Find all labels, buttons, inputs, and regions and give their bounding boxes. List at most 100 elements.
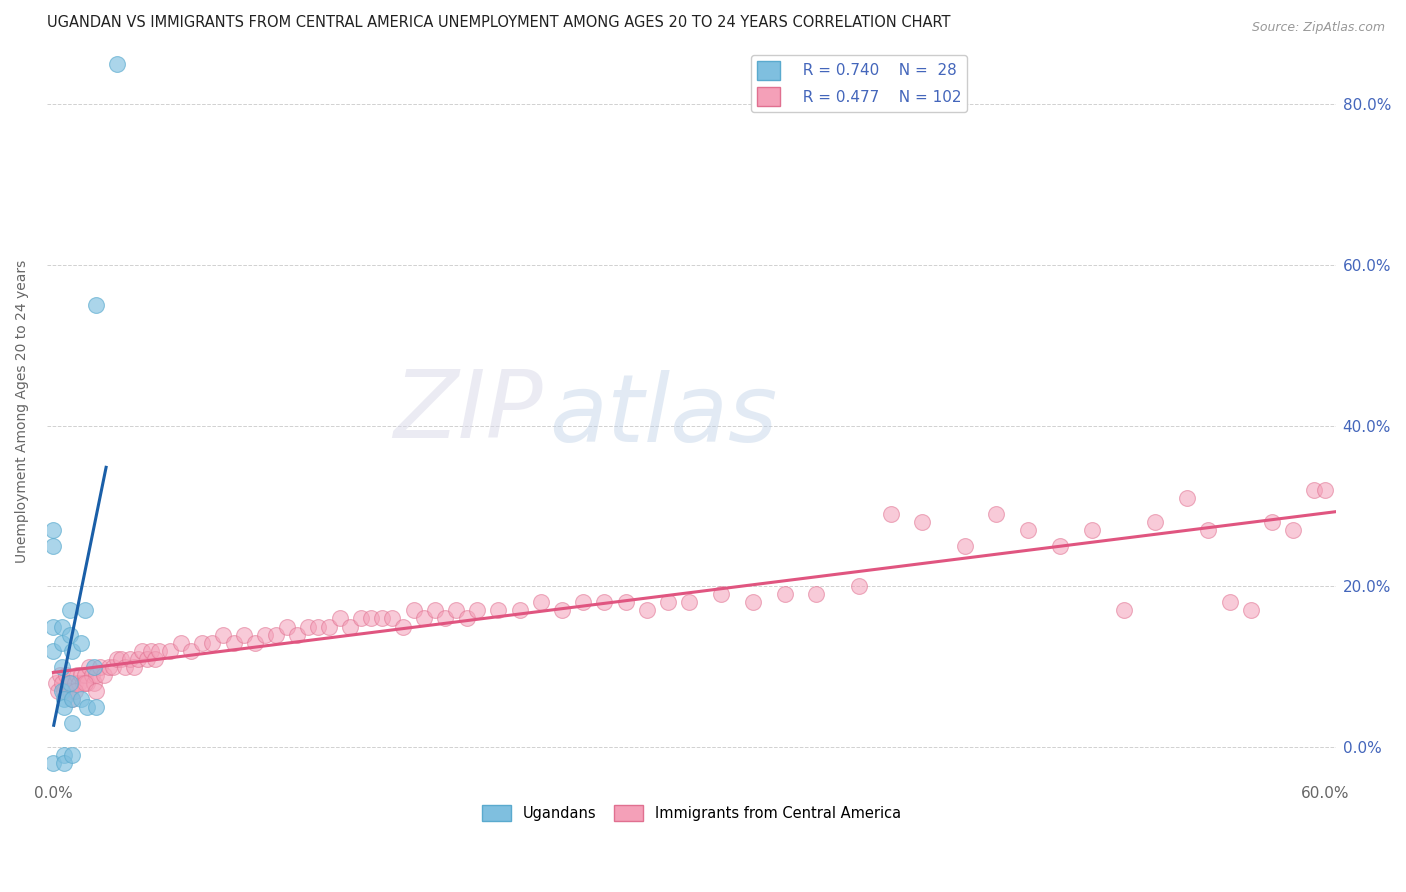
Point xyxy=(84,298,107,312)
Point xyxy=(402,603,425,617)
Point xyxy=(212,627,235,641)
Point xyxy=(76,675,98,690)
Point xyxy=(159,643,181,657)
Point xyxy=(62,691,84,706)
Point xyxy=(70,667,93,681)
Point xyxy=(657,595,679,609)
Point xyxy=(83,659,105,673)
Point xyxy=(254,627,277,641)
Point xyxy=(1240,603,1263,617)
Point xyxy=(233,627,256,641)
Point xyxy=(59,683,82,698)
Point xyxy=(143,651,166,665)
Legend: Ugandans, Immigrants from Central America: Ugandans, Immigrants from Central Americ… xyxy=(477,799,907,827)
Point xyxy=(488,603,510,617)
Point xyxy=(75,675,97,690)
Point xyxy=(53,699,76,714)
Point xyxy=(70,691,93,706)
Point xyxy=(434,611,457,625)
Point xyxy=(381,611,404,625)
Point xyxy=(1282,523,1305,537)
Text: ZIP: ZIP xyxy=(394,366,543,457)
Point xyxy=(593,595,616,609)
Point xyxy=(127,651,149,665)
Point xyxy=(49,667,72,681)
Point xyxy=(911,515,934,529)
Point xyxy=(848,579,870,593)
Point xyxy=(42,756,65,771)
Point xyxy=(84,699,107,714)
Point xyxy=(110,651,132,665)
Point xyxy=(413,611,436,625)
Point xyxy=(101,659,124,673)
Point xyxy=(572,595,595,609)
Point xyxy=(51,619,73,633)
Point xyxy=(710,587,733,601)
Point xyxy=(1175,491,1198,505)
Point xyxy=(84,683,107,698)
Point xyxy=(339,619,361,633)
Point xyxy=(806,587,828,601)
Point xyxy=(1081,523,1104,537)
Point xyxy=(423,603,446,617)
Point xyxy=(53,756,76,771)
Point xyxy=(62,716,84,731)
Point xyxy=(551,603,574,617)
Point xyxy=(456,611,478,625)
Point xyxy=(51,675,73,690)
Point xyxy=(1313,483,1336,497)
Point xyxy=(1197,523,1219,537)
Point xyxy=(114,659,136,673)
Point xyxy=(773,587,796,601)
Point xyxy=(392,619,415,633)
Point xyxy=(122,659,145,673)
Point xyxy=(297,619,319,633)
Point xyxy=(879,507,901,521)
Point xyxy=(276,619,298,633)
Point xyxy=(444,603,467,617)
Point xyxy=(67,675,90,690)
Y-axis label: Unemployment Among Ages 20 to 24 years: Unemployment Among Ages 20 to 24 years xyxy=(15,260,30,563)
Point xyxy=(131,643,153,657)
Point xyxy=(1112,603,1135,617)
Point xyxy=(76,699,98,714)
Point xyxy=(530,595,553,609)
Point xyxy=(328,611,350,625)
Point xyxy=(465,603,488,617)
Point xyxy=(509,603,531,617)
Point xyxy=(42,539,65,553)
Point xyxy=(318,619,340,633)
Point xyxy=(59,603,82,617)
Point xyxy=(636,603,658,617)
Point xyxy=(243,635,266,649)
Point xyxy=(59,627,82,641)
Point xyxy=(614,595,637,609)
Point xyxy=(1017,523,1039,537)
Point xyxy=(371,611,394,625)
Point xyxy=(1144,515,1167,529)
Point xyxy=(84,667,107,681)
Point xyxy=(135,651,157,665)
Point xyxy=(44,675,66,690)
Point xyxy=(42,619,65,633)
Point xyxy=(59,675,82,690)
Point xyxy=(350,611,373,625)
Point xyxy=(42,523,65,537)
Point xyxy=(678,595,700,609)
Point xyxy=(51,683,73,698)
Point xyxy=(62,748,84,763)
Text: UGANDAN VS IMMIGRANTS FROM CENTRAL AMERICA UNEMPLOYMENT AMONG AGES 20 TO 24 YEAR: UGANDAN VS IMMIGRANTS FROM CENTRAL AMERI… xyxy=(46,15,950,30)
Point xyxy=(222,635,245,649)
Point xyxy=(72,675,94,690)
Point xyxy=(75,667,97,681)
Point xyxy=(1303,483,1326,497)
Point xyxy=(139,643,162,657)
Point xyxy=(46,683,69,698)
Point xyxy=(190,635,212,649)
Point xyxy=(53,691,76,706)
Point xyxy=(741,595,763,609)
Point xyxy=(58,675,80,690)
Point xyxy=(70,635,93,649)
Point xyxy=(62,691,84,706)
Point xyxy=(79,659,101,673)
